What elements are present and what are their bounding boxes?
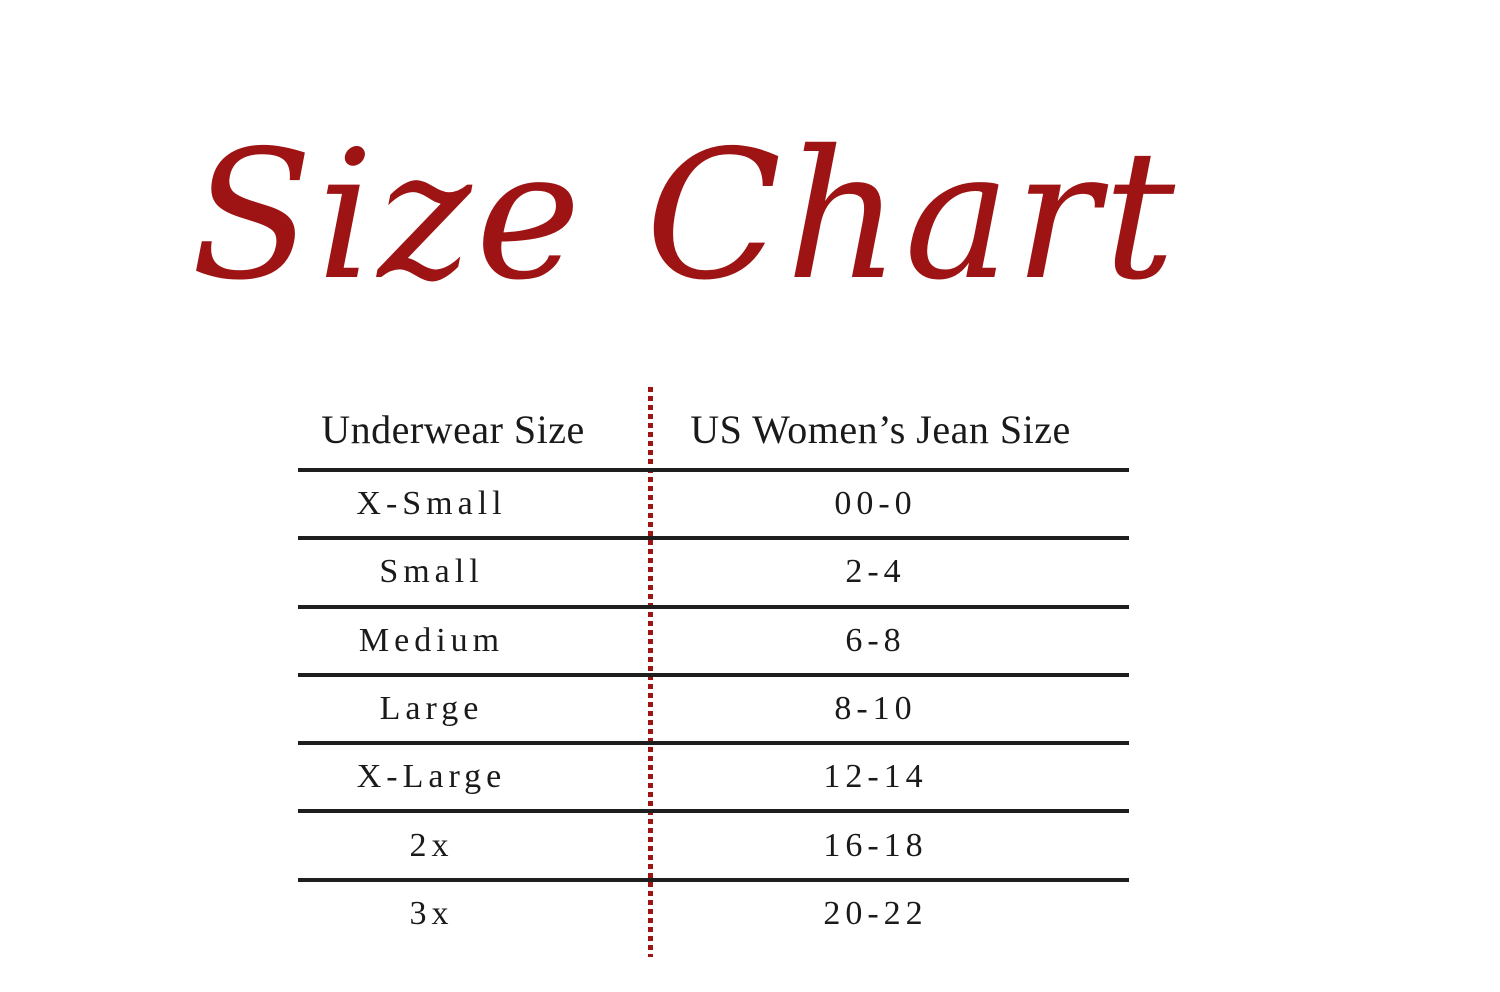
underwear-size-cell: Large [379,690,484,728]
table-row: X-Large 12-14 [298,741,1129,809]
jean-size-cell: 16-18 [823,826,928,864]
table-row: 2x 16-18 [298,809,1129,877]
table-row: Medium 6-8 [298,604,1129,673]
page-title: Size Chart [190,112,1180,319]
table-header-row: Underwear Size US Women’s Jean Size [298,390,1129,468]
column-header-underwear-size: Underwear Size [321,406,585,452]
jean-size-cell: 00-0 [834,485,917,523]
table-row: Large 8-10 [298,672,1129,741]
jean-size-cell: 2-4 [845,553,906,591]
jean-size-cell: 8-10 [834,690,917,728]
jean-size-cell: 6-8 [845,621,906,659]
underwear-size-cell: Small [379,553,484,591]
column-divider-dotted-line [648,387,653,957]
table-row: 3x 20-22 [298,877,1129,946]
column-header-jean-size: US Women’s Jean Size [690,406,1071,452]
underwear-size-cell: 3x [409,894,454,932]
jean-size-cell: 20-22 [823,894,928,932]
underwear-size-cell: X-Small [356,485,507,523]
table-row: X-Small 00-0 [298,468,1129,536]
underwear-size-cell: Medium [358,621,505,659]
size-table: Underwear Size US Women’s Jean Size X-Sm… [298,387,1129,957]
underwear-size-cell: 2x [409,826,454,864]
jean-size-cell: 12-14 [823,758,928,796]
table-row: Small 2-4 [298,536,1129,604]
underwear-size-cell: X-Large [356,758,507,796]
